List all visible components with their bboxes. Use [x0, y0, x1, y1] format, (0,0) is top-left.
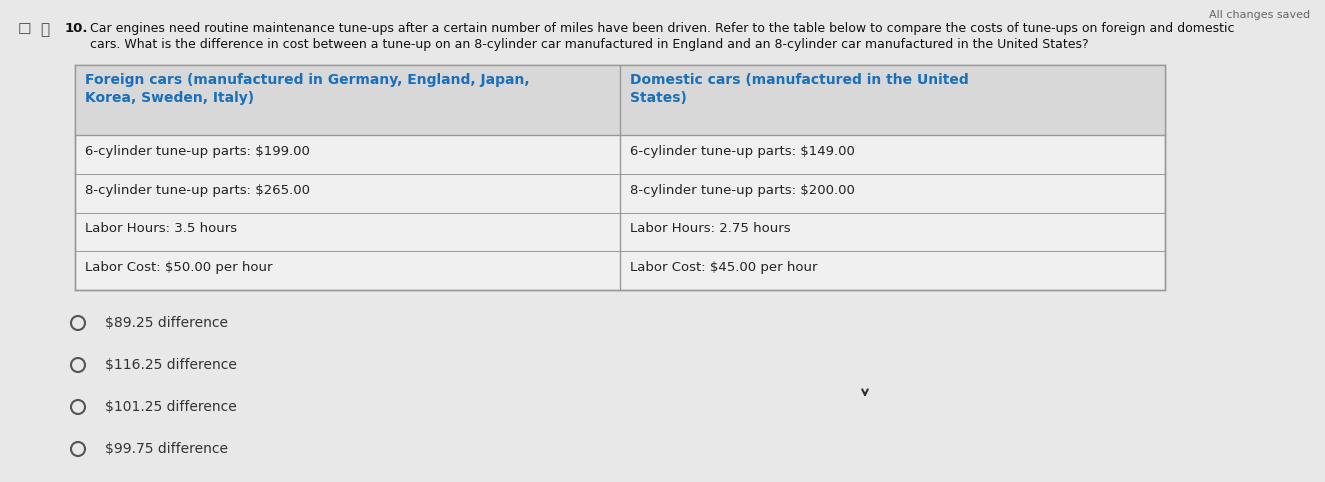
Text: Foreign cars (manufactured in Germany, England, Japan,
Korea, Sweden, Italy): Foreign cars (manufactured in Germany, E…: [85, 73, 530, 106]
Text: Domestic cars (manufactured in the United
States): Domestic cars (manufactured in the Unite…: [629, 73, 969, 106]
Text: $116.25 difference: $116.25 difference: [105, 358, 237, 372]
Text: ☐: ☐: [19, 22, 32, 37]
Text: Labor Cost: $50.00 per hour: Labor Cost: $50.00 per hour: [85, 261, 273, 274]
Text: 6-cylinder tune-up parts: $149.00: 6-cylinder tune-up parts: $149.00: [629, 145, 855, 158]
Text: 8-cylinder tune-up parts: $265.00: 8-cylinder tune-up parts: $265.00: [85, 184, 310, 197]
Text: 8-cylinder tune-up parts: $200.00: 8-cylinder tune-up parts: $200.00: [629, 184, 855, 197]
FancyBboxPatch shape: [76, 65, 1165, 290]
Text: Labor Cost: $45.00 per hour: Labor Cost: $45.00 per hour: [629, 261, 818, 274]
Text: $101.25 difference: $101.25 difference: [105, 400, 237, 414]
Text: $89.25 difference: $89.25 difference: [105, 316, 228, 330]
Text: All changes saved: All changes saved: [1208, 10, 1310, 20]
Text: 10.: 10.: [65, 22, 89, 35]
Text: Labor Hours: 3.5 hours: Labor Hours: 3.5 hours: [85, 223, 237, 236]
Text: Labor Hours: 2.75 hours: Labor Hours: 2.75 hours: [629, 223, 791, 236]
FancyBboxPatch shape: [620, 65, 1165, 135]
Text: $99.75 difference: $99.75 difference: [105, 442, 228, 456]
Text: ⎉: ⎉: [40, 22, 49, 37]
FancyBboxPatch shape: [76, 65, 620, 135]
Text: Car engines need routine maintenance tune-ups after a certain number of miles ha: Car engines need routine maintenance tun…: [90, 22, 1235, 35]
Text: cars. What is the difference in cost between a tune-up on an 8-cylinder car manu: cars. What is the difference in cost bet…: [90, 38, 1089, 51]
Text: 6-cylinder tune-up parts: $199.00: 6-cylinder tune-up parts: $199.00: [85, 145, 310, 158]
